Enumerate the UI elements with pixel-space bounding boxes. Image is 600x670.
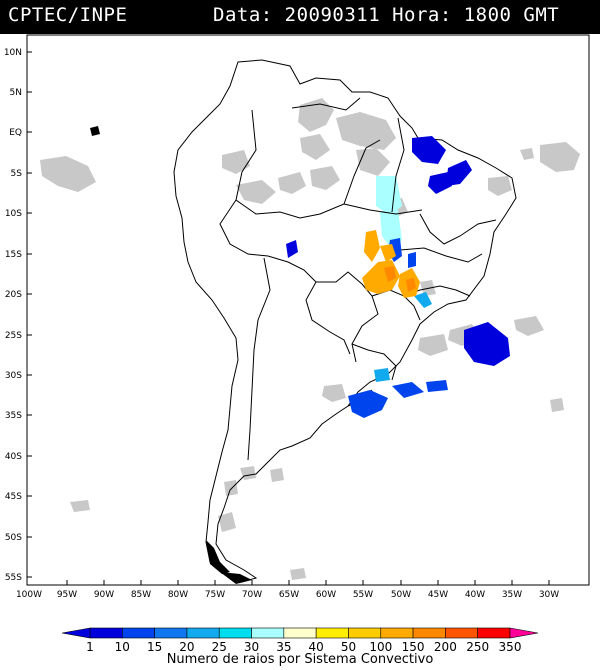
lightning-map: 10N 5N EQ 5S 10S 15S 20S 25S 30S 35S 40S…	[4, 34, 590, 654]
legend-swatch	[186, 627, 220, 639]
lon-label: 100W	[16, 590, 42, 600]
legend-value: 40	[309, 640, 324, 654]
longitude-ticks	[66, 580, 550, 585]
legend-value: 50	[341, 640, 356, 654]
lat-label: 55S	[5, 573, 22, 583]
lon-label: 85W	[131, 590, 151, 600]
legend-swatch	[251, 627, 285, 639]
legend-arrow-high	[509, 627, 539, 639]
islands	[90, 126, 252, 584]
lat-label: 40S	[5, 452, 22, 462]
legend-value: 150	[402, 640, 425, 654]
lon-label: 30W	[539, 590, 559, 600]
lat-label: 10N	[4, 48, 22, 58]
lat-label: 25S	[5, 331, 22, 341]
lon-label: 50W	[391, 590, 411, 600]
lightning-cells-light-blue	[374, 292, 432, 382]
legend-value: 35	[276, 640, 291, 654]
legend-swatch	[283, 627, 317, 639]
lightning-cells-dark-orange	[384, 266, 416, 292]
lon-label: 35W	[502, 590, 522, 600]
legend-arrow-low	[61, 627, 91, 639]
legend-swatch	[348, 627, 382, 639]
lon-label: 70W	[242, 590, 262, 600]
legend-value: 10	[115, 640, 130, 654]
lat-label: 15S	[5, 250, 22, 260]
lon-label: 95W	[57, 590, 77, 600]
lon-label: 80W	[168, 590, 188, 600]
lon-label: 45W	[428, 590, 448, 600]
latitude-labels: 10N 5N EQ 5S 10S 15S 20S 25S 30S 35S 40S…	[4, 48, 22, 583]
legend-swatch	[218, 627, 252, 639]
header-date-time: Data: 20090311 Hora: 1800 GMT	[213, 4, 560, 26]
legend-value: 30	[244, 640, 259, 654]
map-header: CPTEC/INPE Data: 20090311 Hora: 1800 GMT	[0, 0, 600, 34]
legend-value: 15	[147, 640, 162, 654]
lat-label: 35S	[5, 411, 22, 421]
lon-label: 55W	[353, 590, 373, 600]
legend-swatch	[122, 627, 155, 639]
legend-swatch	[412, 627, 446, 639]
lat-label: EQ	[9, 128, 22, 138]
legend-value: 20	[179, 640, 194, 654]
legend-swatch	[477, 627, 511, 639]
lightning-area	[376, 176, 402, 216]
legend-swatch	[445, 627, 478, 639]
color-legend: 1 10 15 20 25 30 35 40 50 100 150 200 250 350	[61, 627, 539, 654]
legend-value: 250	[466, 640, 489, 654]
header-organization: CPTEC/INPE	[8, 4, 128, 26]
lon-label: 75W	[205, 590, 225, 600]
legend-value: 100	[369, 640, 392, 654]
lat-label: 50S	[5, 533, 22, 543]
longitude-labels: 100W 95W 90W 85W 80W 75W 70W 65W 60W 55W…	[16, 590, 559, 600]
lat-label: 20S	[5, 290, 22, 300]
lat-label: 5N	[10, 88, 22, 98]
south-america-coastline	[173, 59, 517, 583]
lightning-cells-blue	[286, 136, 510, 366]
latitude-ticks	[27, 51, 32, 578]
lon-label: 90W	[94, 590, 114, 600]
legend-value: 200	[434, 640, 457, 654]
legend-swatch	[315, 627, 349, 639]
legend-value: 1	[86, 640, 94, 654]
lat-label: 10S	[5, 209, 22, 219]
legend-swatch	[89, 627, 123, 639]
lat-label: 5S	[11, 169, 23, 179]
lat-label: 30S	[5, 371, 22, 381]
legend-swatch	[380, 627, 414, 639]
legend-swatch	[154, 627, 188, 639]
lon-label: 65W	[279, 590, 299, 600]
legend-value: 25	[212, 640, 227, 654]
lon-label: 40W	[465, 590, 485, 600]
lat-label: 45S	[5, 492, 22, 502]
lon-label: 60W	[316, 590, 336, 600]
legend-value: 350	[499, 640, 522, 654]
legend-title: Numero de raios por Sistema Convectivo	[166, 652, 434, 667]
